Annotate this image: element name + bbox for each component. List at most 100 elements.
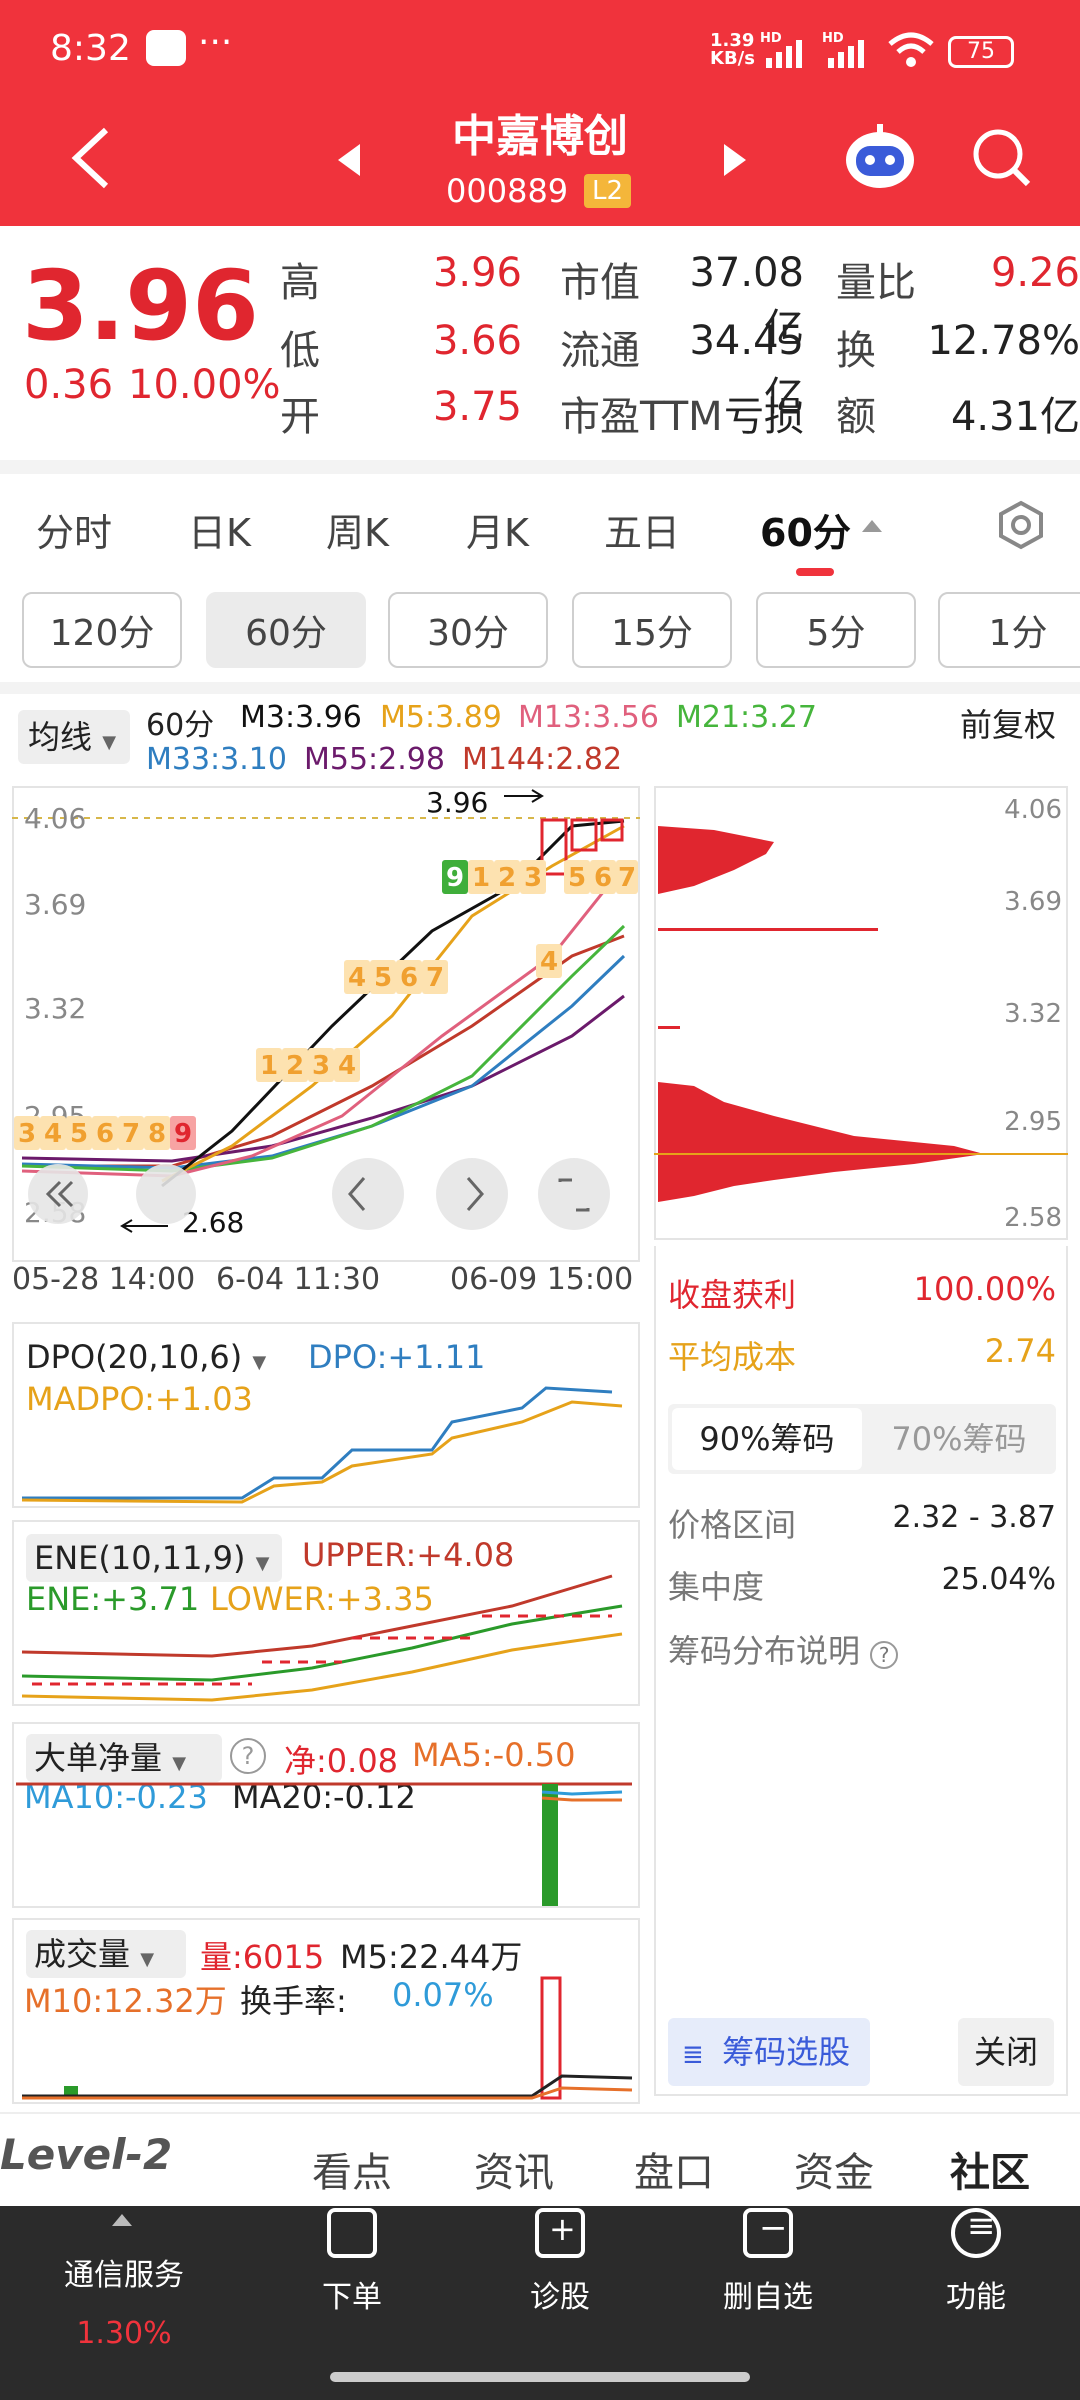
tab-level2[interactable]: Level-2 — [0, 2130, 173, 2179]
net-speed-unit: KB/s — [710, 48, 755, 69]
upper-line — [21, 1574, 613, 1658]
nav-sector-label: 通信服务 — [64, 2258, 184, 2293]
period-button-4[interactable]: 5分 — [756, 592, 916, 668]
help-icon[interactable]: ? — [230, 1738, 266, 1774]
prev-stock-icon[interactable] — [334, 140, 364, 180]
chart-control-zoom[interactable] — [136, 1164, 196, 1224]
vol-m10-line — [22, 2086, 633, 2100]
ma55-line — [21, 994, 625, 1163]
chart-control-next[interactable] — [436, 1158, 508, 1230]
countdown-badge: 4 — [44, 1119, 62, 1149]
chip-tab-70[interactable]: 70%筹码 — [891, 1420, 1027, 1458]
chip-explain-link[interactable]: 筹码分布说明 ? — [668, 1626, 899, 1672]
nav-diagnose-label: 诊股 — [530, 2280, 590, 2315]
tab-5[interactable]: 60分 — [760, 511, 851, 555]
tab-news[interactable]: 资讯 — [474, 2150, 554, 2196]
chip-select-button[interactable]: ≣ 筹码选股 — [668, 2018, 870, 2086]
low-price-label: 2.68 — [182, 1206, 244, 1239]
chip-explain-text: 筹码分布说明 — [668, 1632, 861, 1670]
diagnose-icon: + — [535, 2208, 585, 2258]
countdown-badge: 1 — [472, 863, 490, 893]
tab-1[interactable]: 日K — [188, 511, 251, 555]
search-icon[interactable] — [970, 126, 1034, 190]
nav-sector[interactable]: 通信服务 1.30% — [24, 2250, 224, 2351]
signal-2-icon: HD — [822, 31, 864, 68]
bigorder-chart — [16, 1782, 632, 1906]
chip-bars — [658, 826, 774, 894]
ma-m144: M144:2.82 — [462, 742, 623, 777]
chip-bars — [658, 1082, 984, 1202]
home-indicator[interactable] — [330, 2372, 750, 2382]
stat-label: 额 — [836, 394, 876, 440]
dpo-value: DPO:+1.11 — [308, 1338, 486, 1376]
chip-select-label: 筹码选股 — [722, 2033, 851, 2071]
active-tab-indicator — [796, 568, 834, 576]
net-bar — [542, 1784, 558, 1906]
tab-3[interactable]: 月K — [466, 511, 529, 555]
tab-community[interactable]: 社区 — [950, 2150, 1030, 2196]
nav-function-label: 功能 — [946, 2280, 1006, 2315]
countdown-badge: 7 — [618, 863, 636, 893]
stock-name: 中嘉博创 — [452, 111, 628, 162]
nav-diagnose[interactable]: + 诊股 — [460, 2208, 660, 2316]
ma-m5: M5:3.89 — [380, 700, 502, 735]
volume-m5: M5:22.44万 — [340, 1938, 523, 1976]
countdown-badge: 5 — [374, 963, 392, 993]
range-value: 2.32 - 3.87 — [892, 1500, 1057, 1535]
app-header: 8:32 ··· 1.39 KB/s HD HD — [0, 0, 1080, 226]
period-button-1[interactable]: 60分 — [206, 592, 366, 668]
chip-y-tick: 3.69 — [1004, 887, 1062, 917]
back-icon[interactable] — [66, 126, 116, 190]
tab-0[interactable]: 分时 — [36, 511, 113, 555]
stat-value: 9.26 — [990, 250, 1080, 296]
countdown-badge: 5 — [568, 863, 586, 893]
nav-remove-watchlist[interactable]: − 删自选 — [668, 2208, 868, 2316]
bigorder-selector[interactable]: 大单净量 ▼ — [26, 1734, 222, 1782]
main-kline-chart[interactable]: 4.06 3.69 3.32 2.95 2.58 9 1 2 3 4 5 6 7… — [12, 786, 640, 1262]
fuquan-selector[interactable]: 前复权 — [960, 706, 1057, 744]
countdown-badge: 4 — [338, 1051, 356, 1081]
close-button[interactable]: 关闭 — [958, 2018, 1054, 2086]
tab-kandian[interactable]: 看点 — [312, 2150, 392, 2196]
dpo-selector[interactable]: DPO(20,10,6) ▼ — [26, 1338, 266, 1376]
chip-y-tick: 3.32 — [1004, 999, 1062, 1029]
tab-2[interactable]: 周K — [326, 511, 389, 555]
period-button-3[interactable]: 15分 — [572, 592, 732, 668]
list-icon: ≣ — [682, 2040, 704, 2070]
chart-control-fullscreen[interactable] — [538, 1158, 610, 1230]
chip-distribution-chart: 4.06 3.69 3.32 2.95 2.58 — [654, 786, 1068, 1240]
chip-tab-90[interactable]: 90%筹码 — [672, 1408, 862, 1470]
tab-dropdown-icon[interactable] — [860, 514, 884, 538]
turnover-value: 0.07% — [392, 1976, 494, 2014]
robot-assistant-icon[interactable] — [840, 122, 920, 192]
svg-text:HD: HD — [760, 31, 782, 46]
stat-label: 开 — [280, 394, 320, 440]
volume-bar — [540, 1976, 562, 2100]
nav-order[interactable]: 下单 — [252, 2208, 452, 2316]
bigorder-net: 净:0.08 — [284, 1742, 399, 1780]
concentration-value: 25.04% — [941, 1562, 1056, 1597]
status-time: 8:32 — [50, 28, 131, 69]
period-button-5[interactable]: 1分 — [938, 592, 1080, 668]
volume-name: 成交量 — [34, 1935, 131, 1973]
countdown-badge: 6 — [594, 863, 612, 893]
ene-selector[interactable]: ENE(10,11,9) ▼ — [26, 1534, 282, 1582]
countdown-badge: 3 — [18, 1119, 36, 1149]
chip-y-tick: 2.58 — [1004, 1203, 1062, 1233]
chart-control-prev[interactable] — [332, 1158, 404, 1230]
chip-y-tick: 2.95 — [1004, 1107, 1062, 1137]
settings-icon[interactable] — [996, 500, 1046, 550]
period-button-0[interactable]: 120分 — [22, 592, 182, 668]
volume-selector[interactable]: 成交量 ▼ — [26, 1930, 186, 1978]
tab-4[interactable]: 五日 — [604, 511, 681, 555]
tab-orderbook[interactable]: 盘口 — [634, 2150, 714, 2196]
candle — [600, 818, 624, 842]
next-stock-icon[interactable] — [720, 140, 750, 180]
arrow-right-icon — [504, 789, 544, 803]
indicator-selector[interactable]: 均线 ▼ — [18, 710, 130, 764]
period-button-2[interactable]: 30分 — [388, 592, 548, 668]
candle — [540, 818, 568, 876]
turnover-label: 换手率: — [240, 1982, 347, 2020]
tab-funds[interactable]: 资金 — [794, 2150, 874, 2196]
nav-function[interactable]: ≡ 功能 — [876, 2206, 1076, 2316]
